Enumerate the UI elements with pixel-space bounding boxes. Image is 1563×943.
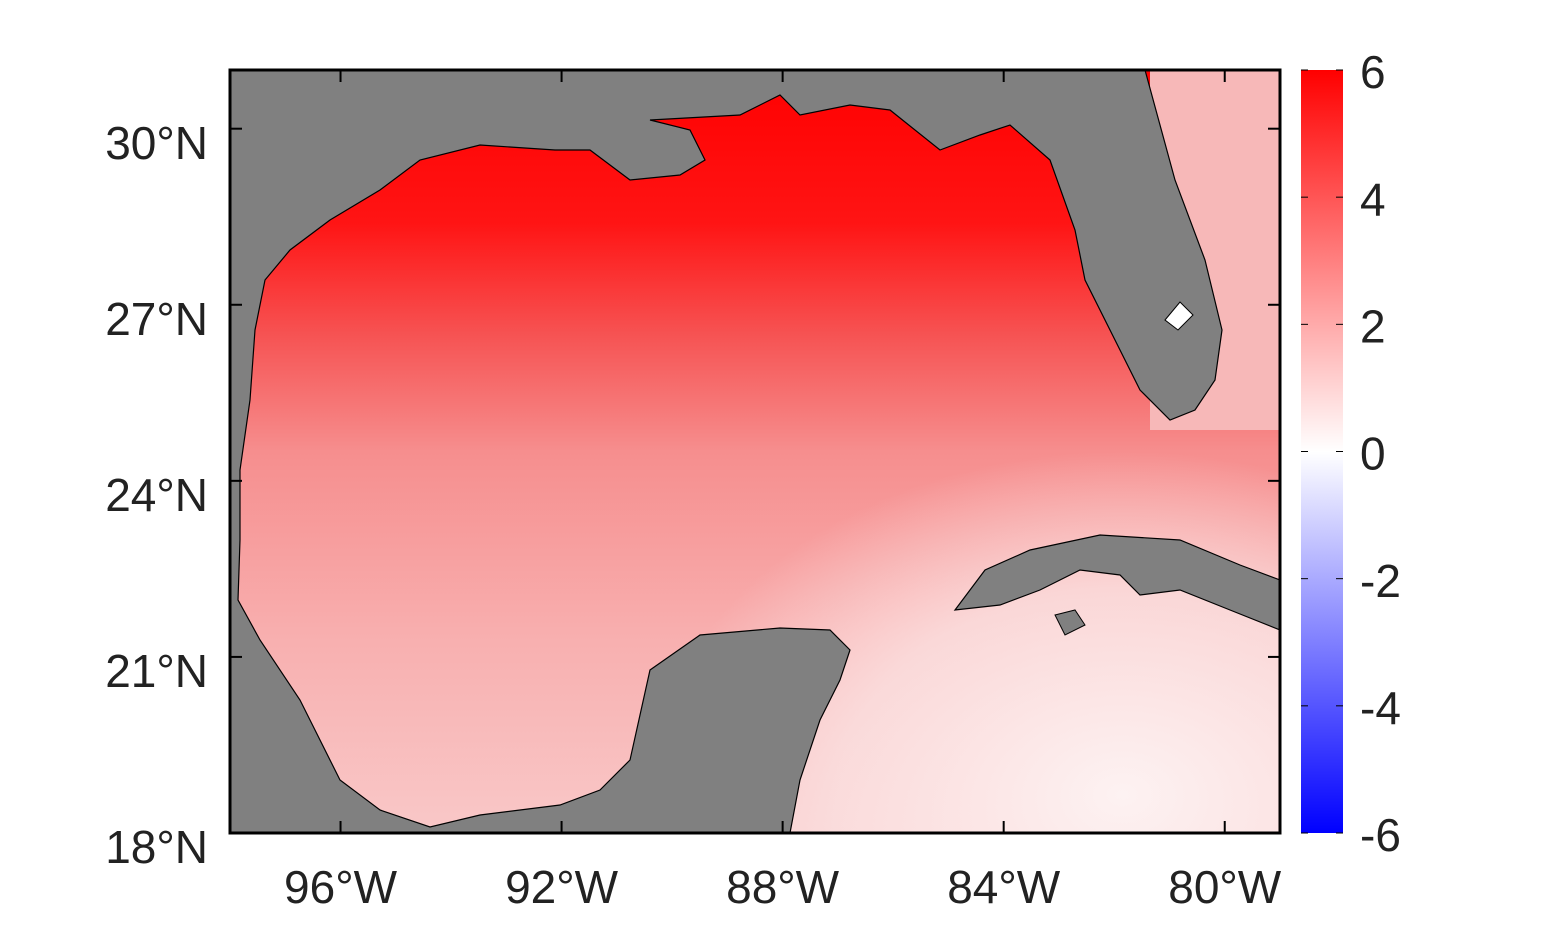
colorbar-tick-label: 0 bbox=[1360, 428, 1386, 480]
colorbar: -6 -4 -2 0 2 4 6 bbox=[1301, 46, 1401, 861]
x-tick-label: 88°W bbox=[726, 861, 840, 913]
y-tick-label: 27°N bbox=[105, 293, 208, 345]
colorbar-tick-label: 2 bbox=[1360, 300, 1386, 352]
island bbox=[1054, 609, 1086, 636]
x-tick-label: 80°W bbox=[1168, 861, 1282, 913]
y-tick-label: 30°N bbox=[105, 117, 208, 169]
colorbar-tick-label: -2 bbox=[1360, 555, 1401, 607]
cuba bbox=[953, 534, 1280, 631]
x-tick-label: 84°W bbox=[947, 861, 1061, 913]
colorbar-tick-label: 6 bbox=[1360, 46, 1386, 98]
map-area bbox=[230, 70, 1280, 833]
lake bbox=[1164, 301, 1194, 331]
x-tick-label: 96°W bbox=[284, 861, 398, 913]
colorbar-tick-label: -6 bbox=[1360, 809, 1401, 861]
colorbar-tick-label: 4 bbox=[1360, 173, 1386, 225]
x-tick-label: 92°W bbox=[505, 861, 619, 913]
y-tick-label: 18°N bbox=[105, 821, 208, 873]
colorbar-tick-label: -4 bbox=[1360, 682, 1401, 734]
y-tick-label: 24°N bbox=[105, 469, 208, 521]
y-tick-label: 21°N bbox=[105, 645, 208, 697]
axes-frame bbox=[228, 68, 1282, 835]
land bbox=[230, 70, 1223, 833]
